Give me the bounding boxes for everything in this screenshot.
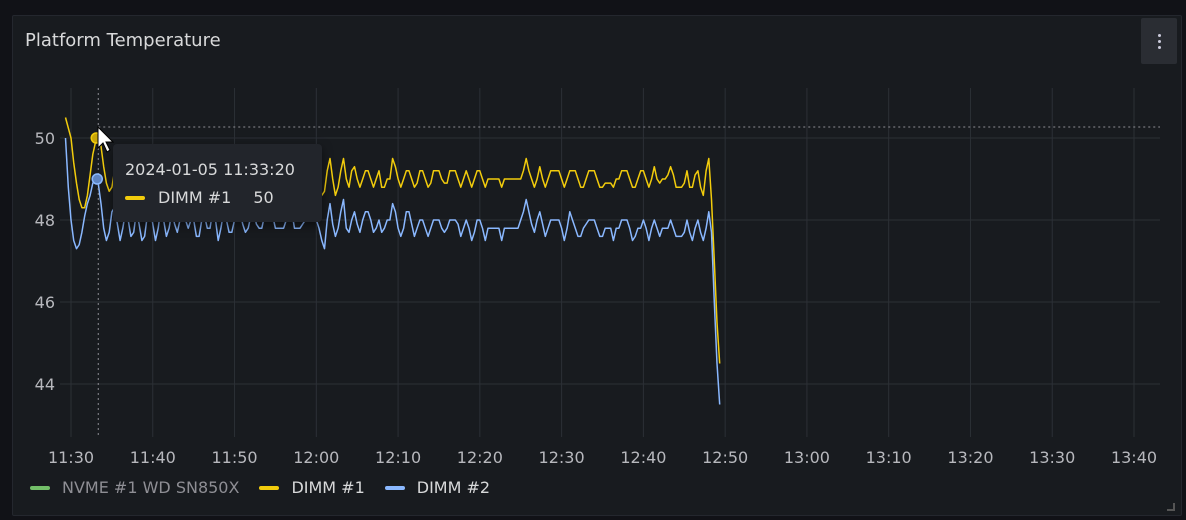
resize-handle-icon[interactable] [1167,503,1175,511]
x-axis-ticks: 11:30 11:40 11:50 12:00 12:10 12:20 12:30 12:40… [48,448,1157,467]
legend-swatch [259,485,280,490]
x-tick-label: 12:10 [375,448,421,467]
hover-point-dimm2 [91,173,104,185]
panel-menu-button[interactable] [1141,18,1177,64]
panel-title: Platform Temperature [25,30,221,51]
tooltip-series-swatch [125,195,145,200]
x-tick-label: 11:30 [48,448,94,467]
x-tick-label: 12:00 [293,448,339,467]
chart-legend: NVME #1 WD SN850X DIMM #1 DIMM #2 [30,478,510,497]
mouse-cursor-icon [97,125,115,153]
y-tick-label: 50 [35,129,55,148]
legend-label: NVME #1 WD SN850X [62,478,240,497]
chart-crosshair [90,88,1160,437]
x-tick-label: 11:40 [130,448,176,467]
series-line-2 [64,137,721,405]
tooltip-time: 2024-01-05 11:33:20 [125,160,295,179]
chart-panel: Platform Temperature [12,15,1182,516]
y-axis-ticks: 44 46 48 50 [35,129,55,394]
x-tick-label: 12:50 [702,448,748,467]
y-tick-label: 46 [35,293,55,312]
chart-tooltip: 2024-01-05 11:33:20 DIMM #1 50 [113,144,322,222]
kebab-menu-icon [1157,33,1161,49]
legend-swatch [30,485,50,490]
legend-label: DIMM #1 [291,478,365,497]
y-tick-label: 48 [35,211,55,230]
x-tick-label: 12:20 [457,448,503,467]
chart-grid [60,88,1160,437]
legend-item-nvme[interactable]: NVME #1 WD SN850X [30,478,239,497]
x-tick-label: 12:30 [539,448,585,467]
legend-swatch [384,485,405,490]
x-tick-label: 11:50 [211,448,257,467]
tooltip-series-name: DIMM #1 [158,188,232,207]
legend-label: DIMM #2 [416,478,491,497]
x-tick-label: 13:20 [947,448,993,467]
x-tick-label: 13:30 [1029,448,1075,467]
tooltip-value: 50 [253,188,274,207]
y-tick-label: 44 [35,375,55,394]
legend-item-dimm2[interactable]: DIMM #2 [384,478,491,497]
x-tick-label: 12:40 [620,448,666,467]
legend-item-dimm1[interactable]: DIMM #1 [259,478,365,497]
x-tick-label: 13:10 [866,448,912,467]
tooltip-row: DIMM #1 50 [125,188,274,207]
x-tick-label: 13:40 [1111,448,1157,467]
x-tick-label: 13:00 [784,448,830,467]
